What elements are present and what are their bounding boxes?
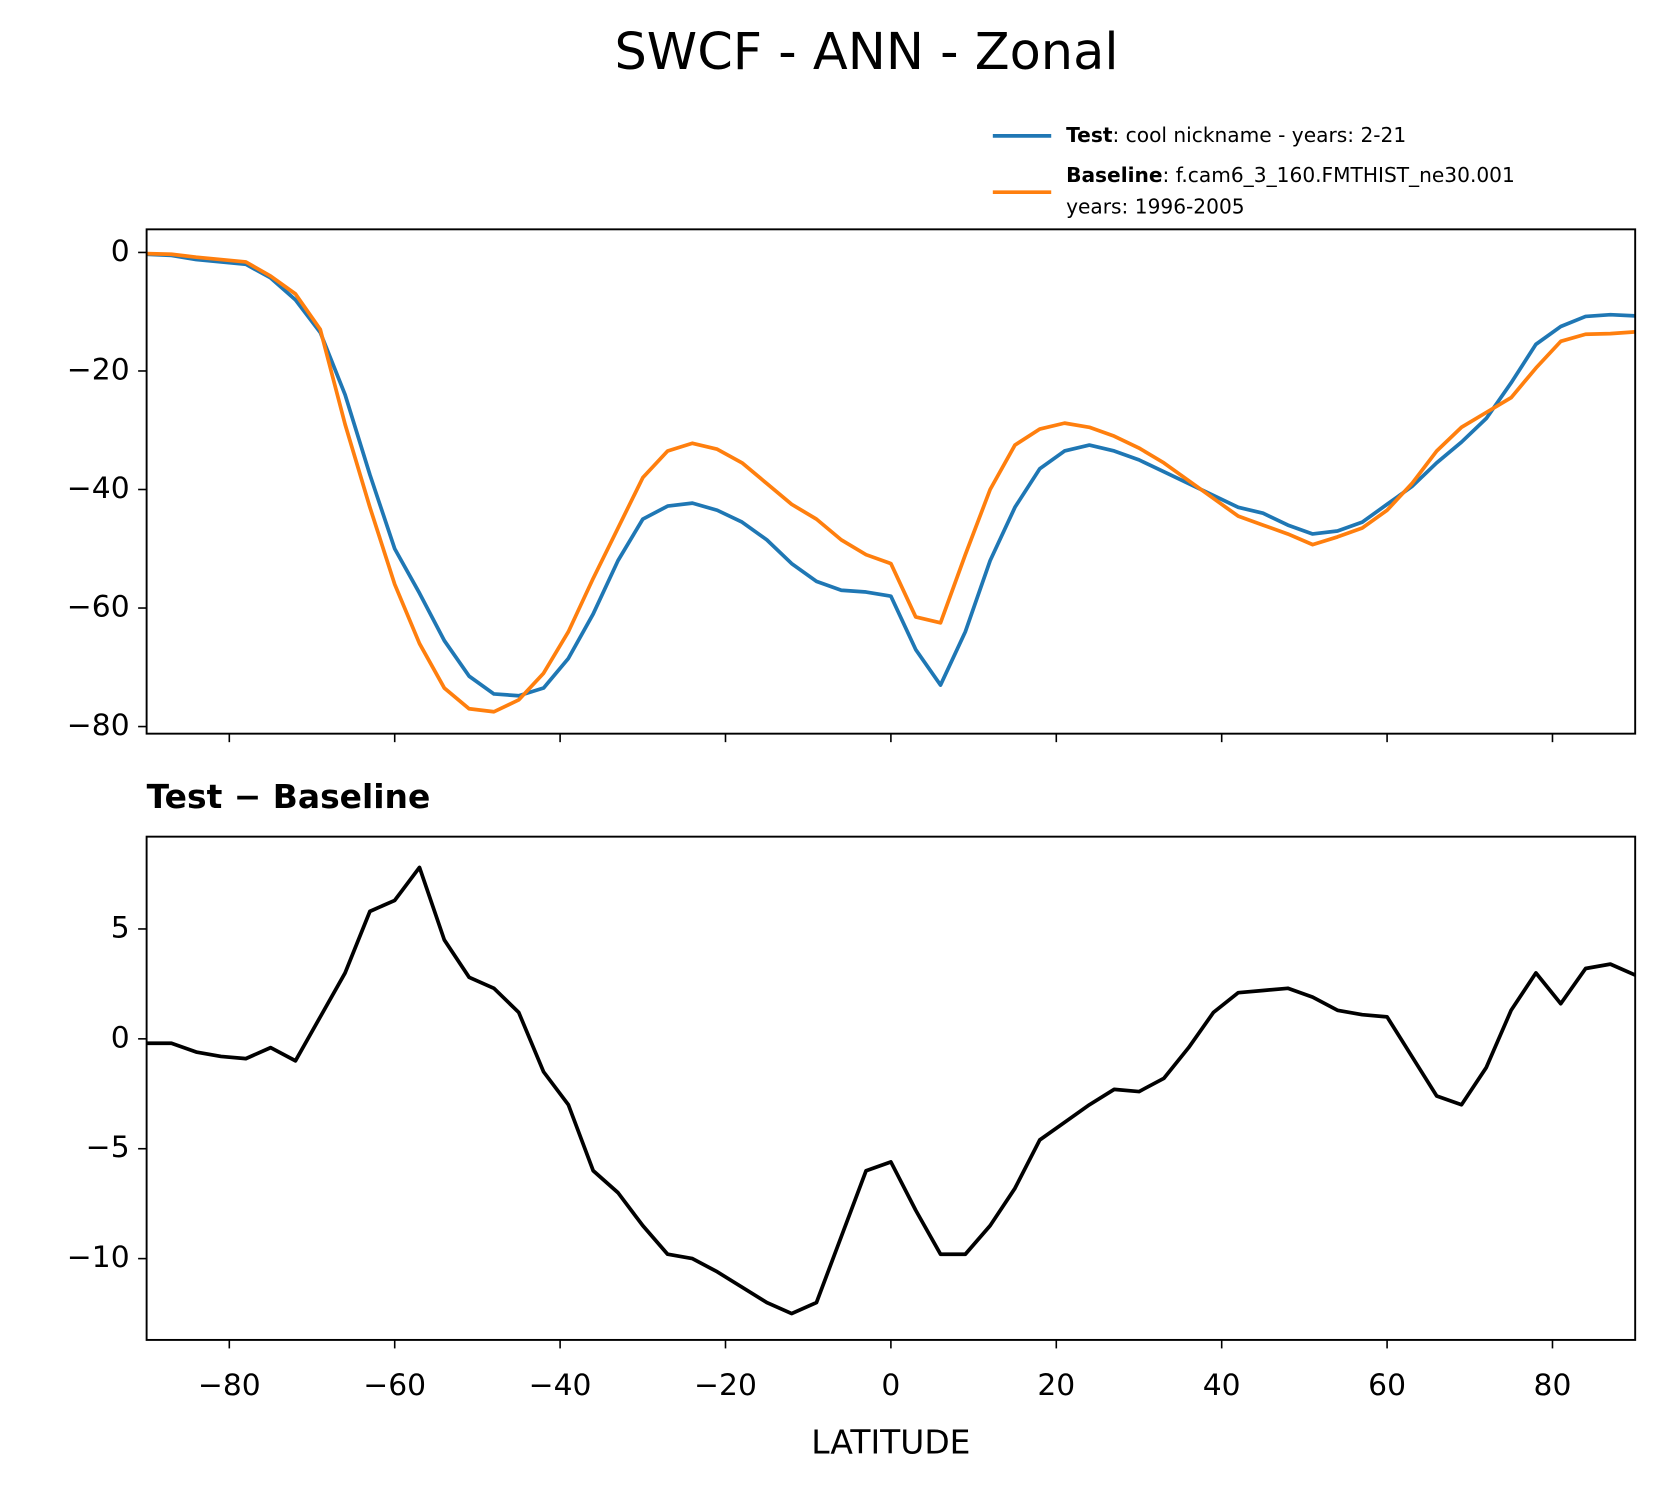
x-tick-label: −80	[198, 1368, 261, 1403]
legend-name: Test	[1066, 122, 1113, 146]
x-tick-label: −20	[694, 1368, 757, 1403]
y-tick-label: −40	[67, 471, 130, 506]
x-tick-label: 40	[1203, 1368, 1241, 1403]
x-tick-label: 20	[1037, 1368, 1075, 1403]
legend-entry: Baseline: f.cam6_3_160.FMTHIST_ne30.001	[1066, 163, 1515, 187]
x-tick-label: 80	[1534, 1368, 1572, 1403]
y-tick-label: 0	[111, 234, 130, 269]
legend-entry: Test: cool nickname - years: 2-21	[1066, 122, 1406, 146]
x-tick-label: 0	[881, 1368, 900, 1403]
x-tick-label: −60	[363, 1368, 426, 1403]
data-line	[146, 251, 1636, 714]
legend-detail-line: years: 1996-2005	[1066, 195, 1245, 219]
y-tick-label: 0	[111, 1020, 130, 1055]
legend-detail: : cool nickname - years: 2-21	[1112, 122, 1406, 146]
x-tick-label: 60	[1368, 1368, 1406, 1403]
subplot-title: Test − Baseline	[147, 777, 431, 816]
y-tick-label: −60	[67, 590, 130, 625]
data-line	[146, 252, 1636, 698]
y-tick-label: −5	[86, 1130, 130, 1165]
axes-frame	[145, 835, 1637, 1341]
x-tick-label: −40	[529, 1368, 592, 1403]
legend-name: Baseline	[1066, 163, 1162, 187]
y-tick-label: −80	[67, 708, 130, 743]
y-tick-label: −20	[67, 352, 130, 387]
x-axis-label: LATITUDE	[811, 1422, 970, 1461]
legend-detail: : f.cam6_3_160.FMTHIST_ne30.001	[1163, 163, 1515, 187]
data-line	[146, 865, 1636, 1316]
figure-title: SWCF - ANN - Zonal	[614, 23, 1118, 82]
y-tick-label: 5	[111, 910, 130, 945]
axes-frame	[145, 228, 1637, 735]
y-tick-label: −10	[67, 1240, 130, 1275]
